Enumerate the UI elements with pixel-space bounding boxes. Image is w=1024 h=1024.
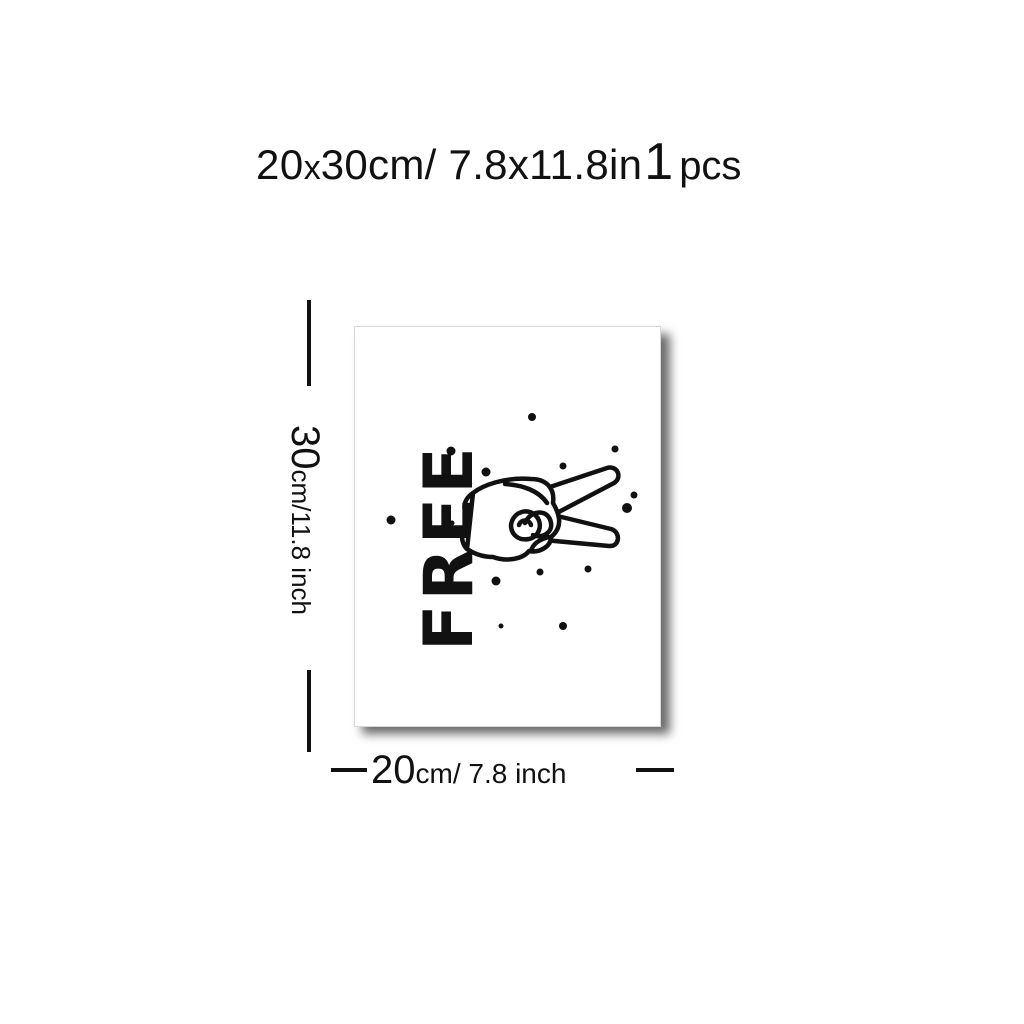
confetti-dots xyxy=(386,413,638,630)
width-dimension-number: 20 xyxy=(371,748,416,792)
height-indicator-line-top xyxy=(307,300,311,386)
width-dimension-label: 20cm/ 7.8 inch xyxy=(371,750,566,790)
height-number: 30 xyxy=(283,425,327,470)
width-dimension-unit: cm/ 7.8 inch xyxy=(415,758,567,789)
size-quantity-headline: 20x30cm/ 7.8x11.8in1 pcs xyxy=(256,136,816,196)
width-indicator-line-right xyxy=(636,768,674,772)
poster-artwork: FREE xyxy=(386,413,638,651)
width-number: 20 xyxy=(256,141,304,188)
size-text: 30cm/ 7.8x11.8in xyxy=(320,141,643,188)
height-dimension-label: 30cm/11.8 inch xyxy=(283,425,327,615)
poster-print: FREE xyxy=(354,326,661,727)
width-indicator-line-left xyxy=(331,768,367,772)
times-symbol: x xyxy=(303,149,321,187)
height-indicator-line-bottom xyxy=(307,670,311,752)
quantity-number: 1 xyxy=(644,133,674,191)
quantity-unit: pcs xyxy=(679,144,742,188)
peace-sign-hand-icon xyxy=(459,465,621,562)
height-unit: cm/11.8 inch xyxy=(286,469,316,615)
